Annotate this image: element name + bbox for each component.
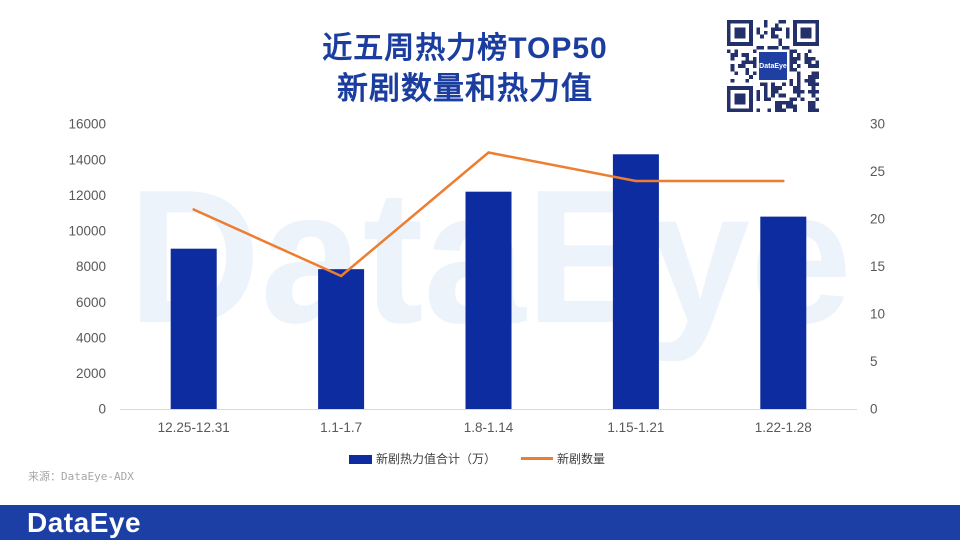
- y-left-tick-label: 2000: [76, 366, 106, 381]
- heat-value-bar-5: [760, 216, 807, 409]
- heat-value-bar-2: [318, 269, 365, 409]
- qr-finder-core: [800, 27, 812, 39]
- y-right-tick-label: 20: [870, 212, 885, 227]
- x-tick-label: 1.15-1.21: [607, 420, 664, 435]
- y-left-tick-label: 14000: [68, 152, 106, 167]
- qr-code: DataEye: [727, 20, 819, 112]
- chart-subtitle: 新剧数量和热力值: [337, 71, 593, 106]
- new-drama-count-point-2: [339, 274, 343, 278]
- y-left-tick-label: 12000: [68, 188, 106, 203]
- heat-value-bar-1: [170, 248, 217, 409]
- footer-logo: DataEye: [27, 507, 142, 538]
- new-drama-count-point-1: [192, 208, 195, 211]
- new-drama-count-point-5: [782, 179, 785, 183]
- qr-finder-core: [734, 93, 746, 105]
- y-right-tick-label: 15: [870, 259, 885, 274]
- y-right-tick-label: 0: [870, 402, 878, 417]
- chart-title: 近五周热力榜TOP50: [322, 32, 608, 65]
- qr-code-graphic: [727, 20, 819, 112]
- heat-value-bar-4: [612, 154, 659, 409]
- qr-center-logo: DataEye: [757, 50, 789, 82]
- y-left-tick-label: 10000: [68, 224, 106, 239]
- new-drama-count-point-4: [634, 179, 638, 183]
- y-right-tick-label: 10: [870, 307, 885, 322]
- x-tick-label: 1.1-1.7: [320, 420, 362, 435]
- x-tick-label: 1.8-1.14: [464, 420, 514, 435]
- legend-line-label: 新剧数量: [557, 452, 606, 466]
- qr-finder-core: [734, 27, 746, 39]
- footer-bar: DataEye: [0, 505, 960, 540]
- y-right-tick-label: 25: [870, 164, 885, 179]
- legend-line-swatch: [521, 457, 553, 460]
- legend-bar-label: 新剧热力值合计（万）: [376, 452, 497, 466]
- x-tick-label: 1.22-1.28: [755, 420, 812, 435]
- chart-marks: 0 2000 4000 6000 8000 10000 12000 14000 16000 0 5 1…: [68, 117, 885, 435]
- y-right-tick-label: 30: [870, 117, 885, 132]
- y-left-tick-label: 4000: [76, 330, 106, 345]
- new-drama-count-point-3: [487, 151, 490, 154]
- y-left-tick-label: 6000: [76, 295, 106, 310]
- heat-value-bar-3: [465, 191, 512, 409]
- y-left-tick-label: 16000: [68, 117, 106, 132]
- qr-modules: [727, 20, 819, 112]
- source-note: 来源：DataEye-ADX: [28, 470, 134, 483]
- y-right-tick-label: 5: [870, 354, 878, 369]
- x-tick-label: 12.25-12.31: [158, 420, 230, 435]
- y-left-tick-label: 0: [98, 402, 106, 417]
- y-left-tick-label: 8000: [76, 259, 106, 274]
- legend-bar-swatch: [349, 455, 372, 464]
